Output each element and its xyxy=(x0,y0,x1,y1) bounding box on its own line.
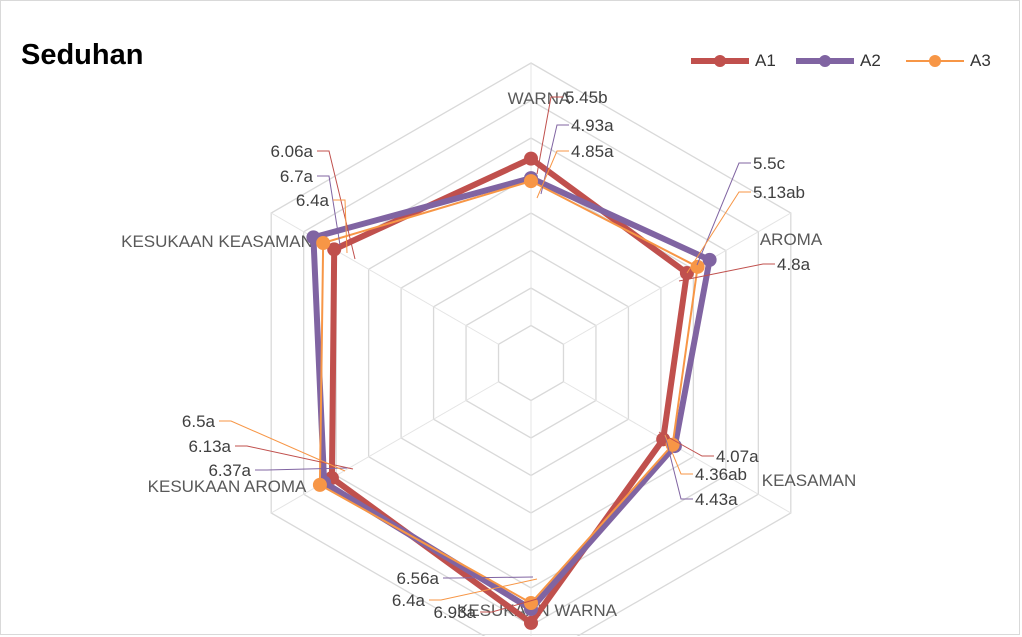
legend-label-a2: A2 xyxy=(860,51,881,70)
data-label-leader-a2-kesukaan-warna xyxy=(443,576,534,579)
grid-spoke xyxy=(270,381,499,514)
data-point-a3-warna xyxy=(524,174,538,189)
data-point-a3-kesukaan-warna xyxy=(524,596,538,610)
grid-spoke xyxy=(563,212,792,345)
data-label-a1-aroma: 4.8a xyxy=(777,255,811,274)
data-label-a3-warna: 4.85a xyxy=(571,142,614,161)
chart-title: Seduhan xyxy=(21,39,144,71)
data-label-leader-a1-kesukaan-warna xyxy=(480,598,538,613)
data-label-a3-keasaman: 4.36ab xyxy=(695,465,747,484)
data-label-a1-kesukaan-warna: 6.93a xyxy=(433,603,476,622)
data-label-leader-a1-aroma xyxy=(678,263,775,282)
data-point-a1-kesukaan-warna xyxy=(524,615,538,630)
data-label-a3-kesukaan-aroma: 6.5a xyxy=(182,412,216,431)
category-label-aroma: AROMA xyxy=(760,230,823,249)
legend-label-a1: A1 xyxy=(755,51,776,70)
data-point-a3-kesukaan-aroma xyxy=(312,477,327,492)
data-label-a3-kesukaan-warna: 6.4a xyxy=(392,591,426,610)
data-label-a1-warna: 5.45b xyxy=(565,88,608,107)
data-label-a2-kesukaan-keasaman: 6.7a xyxy=(280,167,314,186)
data-label-a3-aroma: 5.13ab xyxy=(753,183,805,202)
category-label-kesukaan-aroma: KESUKAAN AROMA xyxy=(148,477,307,496)
data-label-a2-kesukaan-aroma: 6.37a xyxy=(208,461,251,480)
legend-marker-a2 xyxy=(796,55,854,67)
data-label-leader-a3-kesukaan-aroma xyxy=(219,420,346,472)
data-label-a1-kesukaan-keasaman: 6.06a xyxy=(270,142,313,161)
data-label-a2-aroma: 5.5c xyxy=(753,154,786,173)
data-point-a2-aroma xyxy=(702,252,717,267)
legend-item-a1: A1 xyxy=(691,49,776,73)
data-point-a3-aroma xyxy=(690,259,705,274)
data-label-leader-a2-kesukaan-keasaman xyxy=(317,175,341,246)
data-label-leader-a1-kesukaan-aroma xyxy=(235,445,354,470)
series-line-a3 xyxy=(318,180,699,604)
category-label-kesukaan-keasaman: KESUKAAN KEASAMAN xyxy=(121,232,313,251)
data-label-leader-a2-kesukaan-aroma xyxy=(255,467,348,471)
category-label-keasaman: KEASAMAN xyxy=(762,471,856,490)
data-label-leader-a3-keasaman xyxy=(664,434,693,475)
data-label-a1-keasaman: 4.07a xyxy=(716,447,759,466)
data-label-leader-a3-kesukaan-warna xyxy=(429,578,538,601)
legend-marker-a3 xyxy=(906,55,964,67)
data-label-leader-a1-warna xyxy=(536,96,563,175)
data-point-a3-kesukaan-keasaman xyxy=(316,236,331,250)
legend-marker-a1 xyxy=(691,55,749,67)
data-label-a3-kesukaan-keasaman: 6.4a xyxy=(296,191,330,210)
grid-ring xyxy=(497,324,565,402)
data-label-leader-a2-aroma xyxy=(696,162,751,266)
data-label-a2-kesukaan-warna: 6.56a xyxy=(396,569,439,588)
data-label-leader-a2-warna xyxy=(540,124,569,195)
data-label-leader-a3-aroma xyxy=(686,191,751,274)
data-point-a1-aroma xyxy=(679,266,694,280)
data-label-a2-keasaman: 4.43a xyxy=(695,490,738,509)
data-label-a1-kesukaan-aroma: 6.13a xyxy=(188,437,231,456)
data-label-leader-a3-warna xyxy=(536,150,569,199)
legend-item-a3: A3 xyxy=(906,49,991,73)
data-label-leader-a2-keasaman xyxy=(664,434,693,500)
legend-item-a2: A2 xyxy=(796,49,881,73)
data-label-leader-a1-keasaman xyxy=(658,431,714,457)
data-label-leader-a3-kesukaan-keasaman xyxy=(333,199,348,254)
data-point-a1-warna xyxy=(524,151,538,166)
data-label-a2-warna: 4.93a xyxy=(571,116,614,135)
legend-label-a3: A3 xyxy=(970,51,991,70)
category-label-warna: WARNA xyxy=(508,89,571,108)
data-point-a1-kesukaan-keasaman xyxy=(327,242,342,257)
